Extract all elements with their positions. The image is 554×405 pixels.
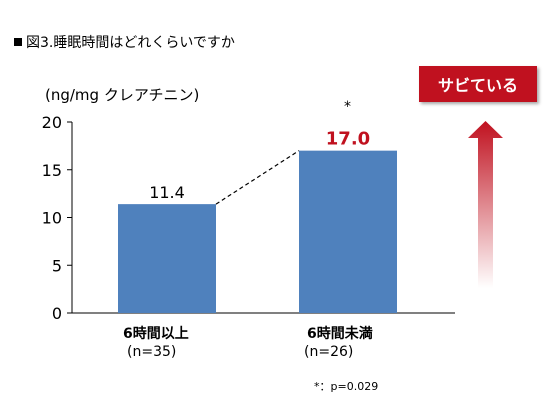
value-label-2: 17.0 (326, 129, 370, 150)
square-bullet-icon (14, 38, 22, 46)
up-arrow-icon (468, 121, 503, 288)
y-tick-label: 10 (42, 209, 62, 228)
bar-1 (118, 204, 216, 313)
y-tick-label: 0 (52, 304, 62, 323)
chart-title-text: 図3.睡眠時間はどれくらいですか (26, 35, 235, 51)
y-axis-unit-label: (ng/mg クレアチニン) (45, 86, 200, 104)
footnote: *：p=0.029 (314, 380, 379, 393)
category-label-1: 6時間以上 (123, 326, 189, 342)
significance-mark: * (344, 98, 351, 115)
dashed-connector (215, 150, 300, 205)
category-label-2: 6時間未満 (307, 326, 373, 342)
sample-size-1: (n=35) (127, 344, 177, 360)
y-tick-label: 20 (42, 113, 62, 132)
y-tick-label: 5 (52, 256, 62, 275)
value-label-1: 11.4 (149, 183, 185, 202)
chart-title: 図3.睡眠時間はどれくらいですか (14, 32, 235, 52)
bar-2 (299, 150, 397, 313)
rusting-badge: サビている (419, 66, 537, 102)
y-tick-label: 15 (42, 161, 62, 180)
sample-size-2: (n=26) (304, 344, 354, 360)
